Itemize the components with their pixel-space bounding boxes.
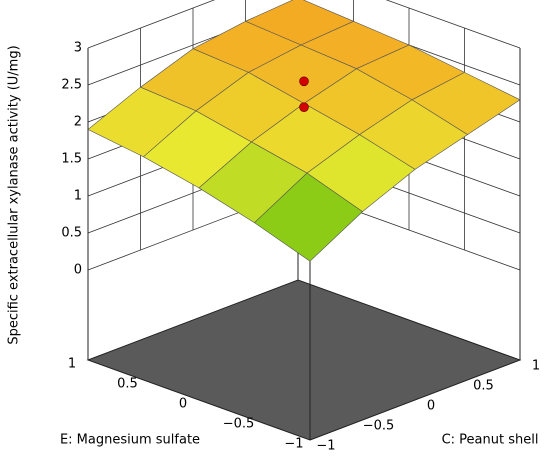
floor xyxy=(86,279,522,441)
y-tick-label: 1 xyxy=(68,357,76,372)
y-tick-label: −1 xyxy=(284,437,303,452)
x-axis-title: C: Peanut shell xyxy=(442,433,539,448)
z-tick-label: 2 xyxy=(74,115,82,130)
x-tick-label: 1 xyxy=(532,359,540,374)
x-tick-label: 0.5 xyxy=(473,379,494,394)
surface-cell xyxy=(254,172,363,262)
y-axis-title: E: Magnesium sulfate xyxy=(60,433,200,448)
z-tick-label: 1 xyxy=(74,189,82,204)
z-tick-label: 1.5 xyxy=(61,152,82,167)
design-point xyxy=(299,102,309,112)
z-tick-label: 0 xyxy=(74,263,82,278)
z-tick-label: 2.5 xyxy=(61,78,82,93)
x-tick-label: 0 xyxy=(427,399,435,414)
design-point xyxy=(299,76,309,87)
grid-line xyxy=(87,0,521,49)
y-tick-label: 0.5 xyxy=(117,377,138,392)
z-tick-label: 0.5 xyxy=(61,226,82,241)
y-tick-label: −0.5 xyxy=(223,417,255,432)
z-tick-label: 3 xyxy=(74,41,82,56)
z-axis-title: Specific extracellular xylanase activity… xyxy=(7,45,22,344)
y-tick-label: 0 xyxy=(179,397,187,412)
x-tick-label: −0.5 xyxy=(363,419,395,434)
x-tick-label: −1 xyxy=(316,439,335,454)
